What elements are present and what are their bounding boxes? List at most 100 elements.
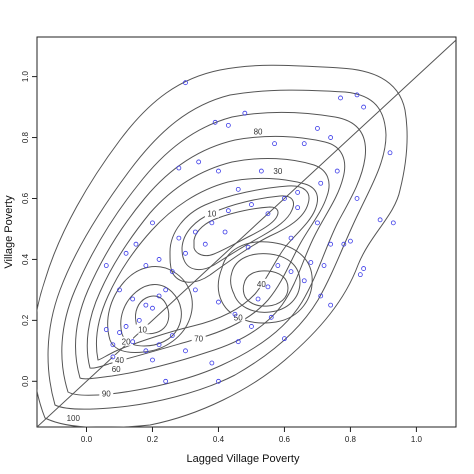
scatter-point (390, 220, 396, 226)
contour-label-background (66, 412, 81, 422)
scatter-point (110, 342, 116, 348)
scatter-point (192, 287, 198, 293)
scatter-point (209, 220, 215, 226)
scatter-point (130, 296, 136, 302)
scatter-point (150, 357, 155, 363)
contour-label: 10 (207, 210, 216, 219)
contour-labels: 100 90 80 70 60 50 40 30 20 10 10 40 (66, 126, 285, 423)
scatter-point (242, 110, 248, 116)
scatter-point (288, 269, 294, 275)
x-tick-label: 0.4 (213, 435, 225, 444)
contour-label: 100 (67, 414, 81, 423)
contour-label: 70 (194, 335, 203, 344)
scatter-point (163, 287, 169, 293)
density-contours (37, 64, 408, 427)
scatter-point (301, 278, 307, 284)
scatter-point (143, 302, 149, 308)
y-tick-label: 0.4 (21, 253, 30, 265)
x-tick-label: 0.2 (147, 435, 159, 444)
x-axis: 0.0 0.2 0.4 0.6 0.8 1.0 (81, 427, 423, 444)
scatter-point (377, 217, 383, 223)
contour-label: 30 (273, 167, 282, 176)
contour-label: 50 (234, 313, 243, 322)
scatter-point (318, 180, 324, 186)
contour-label-background (204, 208, 219, 218)
contour-label-background (270, 166, 285, 176)
scatter-point (123, 250, 129, 256)
scatter-point (216, 378, 221, 384)
scatter-point (150, 220, 155, 226)
scatter-point (183, 80, 188, 86)
y-tick-label: 0.0 (21, 375, 30, 387)
scatter-point (209, 360, 215, 366)
scatter-point (143, 348, 149, 354)
scatter-point (196, 159, 202, 165)
contour-label: 10 (138, 326, 147, 335)
scatter-point (143, 263, 149, 268)
scatter-point (245, 244, 251, 250)
contour-label-background (231, 312, 246, 322)
scatter-point (117, 330, 122, 335)
scatter-point (282, 336, 287, 342)
y-tick-label: 0.6 (21, 192, 30, 204)
scatter-point (216, 299, 221, 305)
scatter-point (308, 260, 314, 265)
scatter-point (361, 266, 367, 271)
scatter-point (354, 196, 360, 201)
scatter-point (338, 95, 343, 101)
contour-label: 40 (115, 356, 124, 365)
contour-label-background (99, 388, 114, 398)
scatter-points (103, 80, 396, 384)
scatter-point (318, 293, 324, 299)
scatter-point (225, 208, 231, 214)
scatter-point (163, 378, 169, 384)
contour-60 (86, 157, 330, 369)
scatter-point (235, 186, 241, 192)
contour-label: 80 (254, 127, 263, 136)
contour-label-background (191, 333, 206, 343)
scatter-point (272, 141, 277, 147)
scatter-point (295, 205, 301, 211)
scatter-point (212, 119, 218, 125)
scatter-point (268, 314, 274, 320)
contour-ridge-outer (169, 185, 310, 283)
contour-label: 60 (112, 365, 121, 374)
scatter-point (249, 324, 254, 329)
scatter-point (249, 202, 254, 207)
scatter-point (328, 302, 334, 308)
scatter-point (222, 229, 228, 235)
x-axis-title: Lagged Village Poverty (187, 453, 300, 465)
scatter-point (387, 150, 393, 156)
contour-80 (61, 111, 367, 396)
scatter-point (341, 241, 347, 247)
contour-lobe-left-mid (120, 284, 182, 347)
scatter-point (192, 229, 198, 235)
scatter-point (295, 189, 301, 195)
scatter-point (176, 235, 182, 241)
scatter-point (156, 257, 162, 262)
scatter-point (334, 168, 340, 174)
y-axis-title: Village Poverty (3, 195, 15, 269)
scatter-point (156, 293, 162, 299)
scatter-point (348, 238, 353, 244)
contour-90 (47, 89, 387, 410)
contour-70 (75, 135, 346, 380)
scatter-point (265, 284, 271, 290)
scatter-point (183, 250, 188, 256)
y-tick-label: 1.0 (21, 71, 30, 83)
scatter-point (202, 241, 208, 247)
scatter-point (176, 165, 182, 171)
scatter-point (275, 263, 281, 268)
x-tick-label: 0.0 (81, 435, 93, 444)
scatter-point (282, 196, 287, 201)
scatter-point (150, 305, 155, 311)
contour-50 (95, 177, 318, 361)
scatter-point (216, 168, 221, 174)
x-tick-label: 1.0 (411, 435, 423, 444)
contour-lobe-right-mid (230, 253, 301, 313)
scatter-point (225, 122, 231, 128)
plot-frame (36, 36, 457, 428)
y-axis: 0.0 0.2 0.4 0.6 0.8 1.0 (21, 71, 37, 387)
scatter-point (328, 135, 334, 140)
